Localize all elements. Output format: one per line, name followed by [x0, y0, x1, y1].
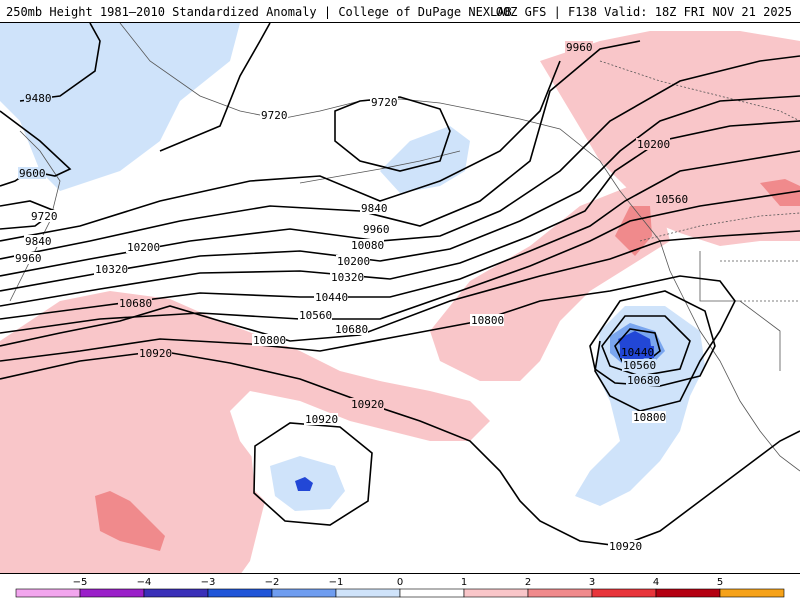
contour-10560 — [0, 190, 800, 334]
label-10200-west: 10200 — [127, 241, 160, 254]
negative-anomaly-mid-core — [295, 477, 313, 491]
colorbar-segment — [399, 588, 465, 598]
label-9960-mid: 9960 — [363, 223, 390, 236]
colorbar-segment — [335, 588, 401, 598]
label-10920-west: 10920 — [139, 347, 172, 360]
label-10080: 10080 — [351, 239, 384, 252]
contour-labels: 9480 9600 9720 9720 9720 9840 9840 9960 … — [14, 41, 688, 553]
contour-10560-ring — [601, 315, 691, 377]
label-10440-mid: 10440 — [315, 291, 348, 304]
label-10200-east: 10200 — [637, 138, 670, 151]
label-9720-west: 9720 — [31, 210, 58, 223]
contour-10920-west — [0, 350, 800, 547]
colorbar-segment — [271, 588, 337, 598]
contour-10440 — [0, 150, 800, 320]
colorbar-ticks: −5 −4 −3 −2 −1 0 1 2 3 4 5 — [73, 577, 724, 588]
colorbar-segment — [15, 588, 81, 598]
colorbar-segment — [463, 588, 529, 598]
tick-5: 5 — [717, 577, 723, 588]
positive-anomaly-coast — [430, 186, 670, 381]
contour-9840 — [0, 60, 561, 242]
label-10920-south: 10920 — [609, 540, 642, 553]
model-run-info: 00Z GFS | F138 Valid: 18Z FRI NOV 21 202… — [495, 5, 792, 19]
colorbar-segment — [655, 588, 721, 598]
weather-map: 9480 9600 9720 9720 9720 9840 9840 9960 … — [0, 22, 800, 574]
contour-9960 — [0, 40, 641, 260]
label-9720-loop: 9720 — [371, 96, 398, 109]
negative-anomaly-california — [575, 306, 705, 506]
colorbar-segment — [527, 588, 593, 598]
label-10200-mid: 10200 — [337, 255, 370, 268]
colorbar-segment — [79, 588, 145, 598]
tick-2: 2 — [525, 577, 531, 588]
contour-9600 — [0, 110, 72, 187]
contour-10680-ring — [589, 290, 716, 387]
contour-10200 — [0, 95, 800, 292]
label-10680-mid: 10680 — [335, 323, 368, 336]
label-10800-mid: 10800 — [471, 314, 504, 327]
label-10800-west: 10800 — [253, 334, 286, 347]
colorbar-segment — [719, 588, 785, 598]
label-9840-east: 9840 — [361, 202, 388, 215]
label-10560-east: 10560 — [655, 193, 688, 206]
tick-minus5: −5 — [73, 577, 88, 588]
label-9960-north: 9960 — [566, 41, 593, 54]
tick-minus2: −2 — [265, 577, 280, 588]
colorbar: −5 −4 −3 −2 −1 0 1 2 3 4 5 — [0, 574, 800, 600]
colorbar-segment — [591, 588, 657, 598]
contour-9720-north — [159, 23, 271, 152]
label-10680-low: 10680 — [627, 374, 660, 387]
label-9600: 9600 — [19, 167, 46, 180]
negative-anomaly-nw — [0, 23, 240, 191]
colorbar-segment — [143, 588, 209, 598]
tick-1: 1 — [461, 577, 467, 588]
label-9480: 9480 — [25, 92, 52, 105]
label-10440-low: 10440 — [621, 346, 654, 359]
map-title: 250mb Height 1981–2010 Standardized Anom… — [6, 5, 512, 19]
label-9840-west: 9840 — [25, 235, 52, 248]
label-10680-west: 10680 — [119, 297, 152, 310]
height-contours — [0, 23, 800, 547]
tick-3: 3 — [589, 577, 595, 588]
map-header: 250mb Height 1981–2010 Standardized Anom… — [0, 0, 800, 22]
tick-4: 4 — [653, 577, 659, 588]
label-9720-mid: 9720 — [261, 109, 288, 122]
anomaly-shading — [0, 23, 800, 573]
positive-anomaly-ne-core — [760, 179, 800, 206]
label-9960-west: 9960 — [15, 252, 42, 265]
colorbar-segment — [207, 588, 273, 598]
tick-minus4: −4 — [137, 577, 152, 588]
contour-10320 — [0, 120, 800, 307]
tick-minus3: −3 — [201, 577, 216, 588]
contour-10080 — [0, 55, 800, 277]
tick-minus1: −1 — [329, 577, 344, 588]
positive-anomaly-sw-core — [95, 491, 165, 551]
label-10320-west: 10320 — [95, 263, 128, 276]
label-10320-mid: 10320 — [331, 271, 364, 284]
label-10920-loop: 10920 — [305, 413, 338, 426]
label-10560-low: 10560 — [623, 359, 656, 372]
colorbar-segments — [15, 588, 785, 598]
label-10800-south: 10800 — [633, 411, 666, 424]
label-10920-mid: 10920 — [351, 398, 384, 411]
label-10560-mid: 10560 — [299, 309, 332, 322]
tick-0: 0 — [397, 577, 403, 588]
